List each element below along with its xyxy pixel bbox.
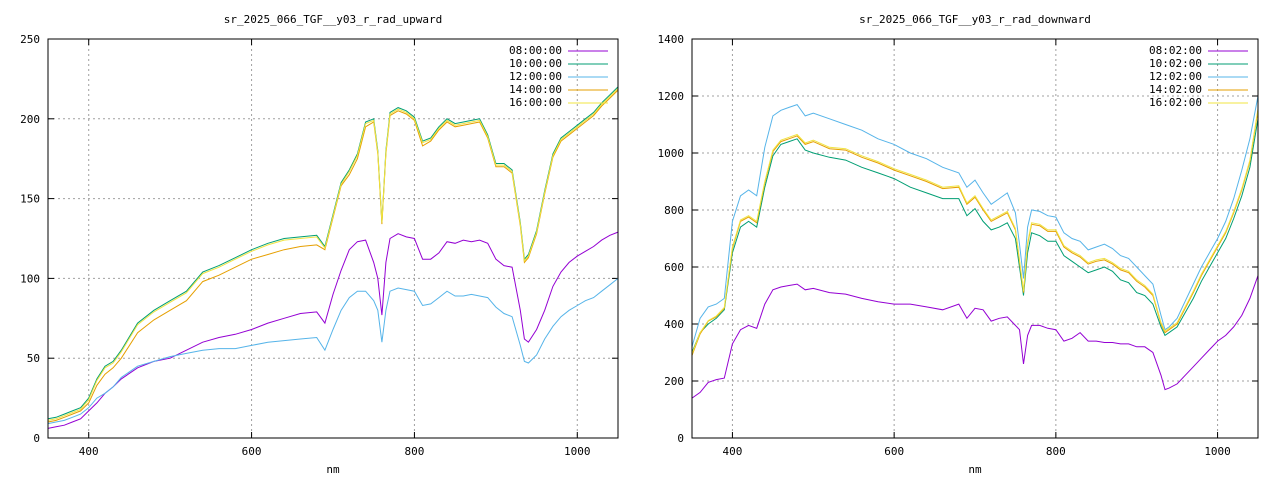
- y-tick-label: 250: [20, 33, 40, 46]
- y-tick-label: 50: [27, 352, 40, 365]
- y-tick-label: 150: [20, 193, 40, 206]
- legend-label: 14:00:00: [509, 83, 562, 96]
- y-tick-label: 100: [20, 272, 40, 285]
- series-line-12-00-00: [47, 278, 619, 425]
- legend-label: 10:00:00: [509, 57, 562, 70]
- legend-label: 16:02:00: [1149, 96, 1202, 109]
- series-line-14-00-00: [47, 89, 619, 423]
- upward-radiance-chart: sr_2025_066_TGF__y03_r_rad_upward 400 600…: [20, 13, 619, 476]
- downward-radiance-chart: sr_2025_066_TGF__y03_r_rad_downward 400 6…: [658, 13, 1259, 476]
- y-tick-label: 1000: [658, 147, 685, 160]
- x-axis-label: nm: [326, 463, 340, 476]
- y-tick-label: 800: [664, 204, 684, 217]
- x-tick-label: 600: [884, 445, 904, 458]
- y-tick-label: 0: [33, 432, 40, 445]
- series-line-16-00-00: [47, 88, 619, 421]
- legend-label: 08:02:00: [1149, 44, 1202, 57]
- series-line-08-00-00: [47, 231, 619, 429]
- x-tick-label: 600: [242, 445, 262, 458]
- legend-label: 14:02:00: [1149, 83, 1202, 96]
- plot-frame: [47, 38, 619, 439]
- chart-title: sr_2025_066_TGF__y03_r_rad_downward: [859, 13, 1091, 26]
- x-tick-label: 400: [79, 445, 99, 458]
- y-tick-label: 200: [664, 375, 684, 388]
- series-line-12-02-00: [691, 95, 1259, 347]
- chart-title: sr_2025_066_TGF__y03_r_rad_upward: [224, 13, 443, 26]
- x-tick-label: 800: [1046, 445, 1066, 458]
- legend-label: 12:00:00: [509, 70, 562, 83]
- x-tick-label: 1000: [1204, 445, 1231, 458]
- legend-label: 10:02:00: [1149, 57, 1202, 70]
- y-tick-label: 200: [20, 113, 40, 126]
- y-tick-label: 600: [664, 261, 684, 274]
- y-tick-label: 1400: [658, 33, 685, 46]
- legend-label: 12:02:00: [1149, 70, 1202, 83]
- series-line-10-02-00: [691, 118, 1259, 353]
- y-tick-label: 0: [677, 432, 684, 445]
- series-line-14-02-00: [691, 110, 1259, 356]
- series-line-08-02-00: [691, 275, 1259, 399]
- y-tick-label: 400: [664, 318, 684, 331]
- series-line-16-02-00: [691, 108, 1259, 355]
- x-tick-label: 1000: [564, 445, 591, 458]
- y-tick-label: 1200: [658, 90, 685, 103]
- legend-label: 16:00:00: [509, 96, 562, 109]
- x-axis-label: nm: [968, 463, 982, 476]
- legend-label: 08:00:00: [509, 44, 562, 57]
- x-tick-label: 400: [722, 445, 742, 458]
- plot-frame: [691, 38, 1259, 439]
- x-tick-label: 800: [404, 445, 424, 458]
